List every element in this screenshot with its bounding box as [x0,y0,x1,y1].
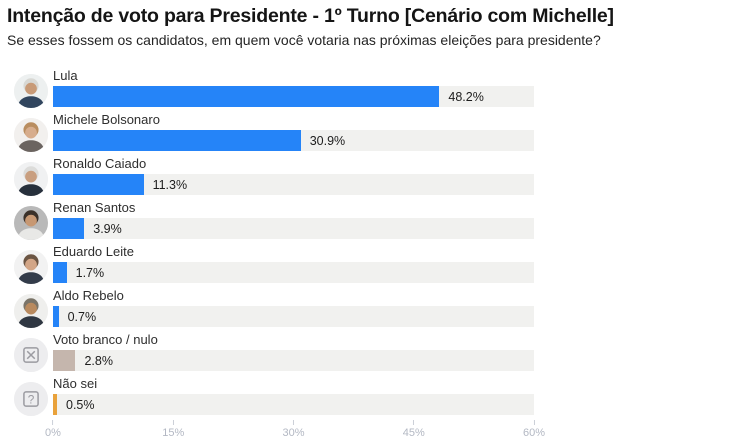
row-main: Lula 48.2% [53,68,750,107]
candidate-row: ? Não sei 0.5% [14,376,750,416]
bar-value-label: 2.8% [84,353,113,368]
candidate-row: Ronaldo Caiado 11.3% [14,156,750,196]
bar-value-label: 30.9% [309,133,346,148]
blank-vote-x-icon [14,338,48,372]
x-axis-tick: 45% [403,420,425,439]
x-axis-tick: 0% [45,420,61,439]
tick-mark [533,420,535,425]
renan-santos-avatar [14,206,48,240]
bar-track: 1.7% [53,262,534,283]
candidate-row: Lula 48.2% [14,68,750,108]
bar-track: 0.5% [53,394,534,415]
bar [53,350,76,371]
row-main: Aldo Rebelo 0.7% [53,288,750,327]
bar [53,306,59,327]
ronaldo-caiado-avatar [14,162,48,196]
bar-track: 30.9% [53,130,534,151]
bar-value-label: 3.9% [93,221,122,236]
chart-rows: Lula 48.2% Michele Bolsonaro 30.9% Ronal… [0,68,750,416]
bar [53,174,144,195]
tick-mark [293,420,294,425]
x-axis-tick: 30% [282,420,305,439]
chart-title: Intenção de voto para Presidente - 1º Tu… [7,5,614,27]
candidate-name: Aldo Rebelo [53,288,124,303]
tick-mark [413,420,415,425]
tick-mark [52,420,54,425]
bar [53,394,57,415]
x-axis-tick: 60% [523,420,545,439]
bar-track: 2.8% [53,350,534,371]
bar-value-label: 48.2% [448,89,484,104]
row-main: Não sei 0.5% [53,376,750,415]
svg-text:?: ? [28,392,35,406]
tick-label: 30% [282,427,305,439]
bar-track: 0.7% [53,306,534,327]
candidate-row: Aldo Rebelo 0.7% [14,288,750,328]
candidate-name: Ronaldo Caiado [53,156,147,171]
tick-mark [172,420,174,425]
tick-label: 0% [45,427,61,439]
x-axis-tick: 15% [162,420,184,439]
row-main: Michele Bolsonaro 30.9% [53,112,750,151]
tick-label: 60% [522,427,546,439]
candidate-name: Eduardo Leite [53,244,134,259]
tick-label: 45% [402,427,425,439]
eduardo-leite-avatar [14,250,48,284]
candidate-name: Lula [53,68,78,83]
bar [53,262,67,283]
bar-track: 3.9% [53,218,534,239]
row-main: Voto branco / nulo 2.8% [53,332,750,371]
bar-value-label: 0.7% [67,309,97,324]
candidate-name: Michele Bolsonaro [53,112,160,127]
bar-value-label: 0.5% [66,397,95,412]
candidate-row: Eduardo Leite 1.7% [14,244,750,284]
aldo-rebelo-avatar [14,294,48,328]
bar-track: 48.2% [53,86,534,107]
row-main: Eduardo Leite 1.7% [53,244,750,283]
chart-subtitle: Se esses fossem os candidatos, em quem v… [7,32,601,48]
bar [53,86,440,107]
bar [53,218,85,239]
chart-header: Intenção de voto para Presidente - 1º Tu… [0,0,750,48]
dont-know-question-icon: ? [14,382,48,416]
row-main: Renan Santos 3.9% [53,200,750,239]
candidate-row: Michele Bolsonaro 30.9% [14,112,750,152]
x-axis: 0% 15% 30% 45% 60% [45,420,545,441]
candidate-row: Renan Santos 3.9% [14,200,750,240]
candidate-name: Renan Santos [53,200,136,215]
bar [53,130,301,151]
tick-label: 15% [162,427,185,439]
candidate-name: Voto branco / nulo [53,332,158,347]
row-main: Ronaldo Caiado 11.3% [53,156,750,195]
lula-avatar [14,74,48,108]
michele-bolsonaro-avatar [14,118,48,152]
bar-value-label: 1.7% [75,265,105,280]
bar-track: 11.3% [53,174,534,195]
candidate-name: Não sei [53,376,98,391]
bar-value-label: 11.3% [152,177,188,192]
candidate-row: Voto branco / nulo 2.8% [14,332,750,372]
